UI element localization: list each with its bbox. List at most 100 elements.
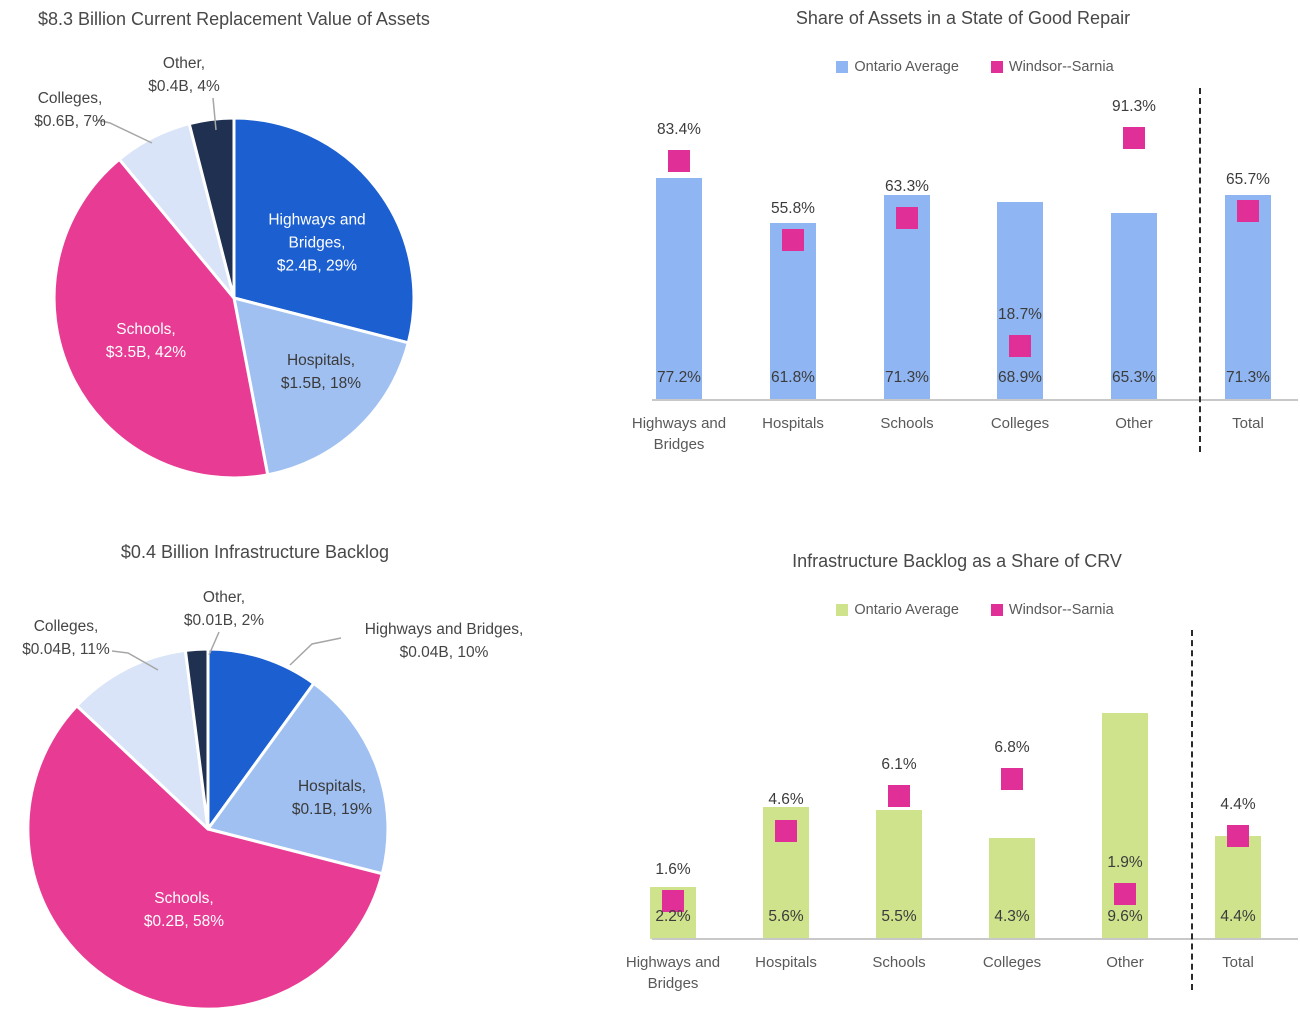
windsor-value-label: 83.4% bbox=[657, 121, 701, 138]
windsor-value-label: 4.6% bbox=[768, 791, 804, 808]
windsor-sarnia-marker bbox=[775, 820, 797, 842]
windsor-value-label: 4.4% bbox=[1220, 796, 1256, 813]
windsor-value-label: 1.6% bbox=[655, 861, 691, 878]
pie-slice-colleges bbox=[75, 648, 210, 831]
bar-schools bbox=[884, 195, 930, 400]
ontario-value-label: 5.5% bbox=[881, 908, 917, 925]
ontario-value-label: 4.4% bbox=[1220, 908, 1256, 925]
pie-slice-highways-and-bridges bbox=[206, 647, 316, 831]
pie-slice-label-other: Other, $0.01B, 2% bbox=[183, 589, 265, 629]
pie-slice-label-schools: Schools, $3.5B, 42% bbox=[105, 321, 187, 361]
pie-slice-label-other: Other, $0.4B, 4% bbox=[148, 55, 220, 95]
windsor-value-label: 6.1% bbox=[881, 756, 917, 773]
category-label: Total bbox=[1222, 954, 1254, 971]
windsor-sarnia-marker bbox=[1227, 825, 1249, 847]
windsor-sarnia-swatch-icon bbox=[990, 61, 1003, 73]
windsor-value-label: 6.8% bbox=[994, 739, 1030, 756]
bar-total bbox=[1225, 195, 1271, 400]
pie-slice-highways-and-bridges bbox=[232, 116, 416, 345]
pie-slice-label-hospitals: Hospitals, $0.1B, 19% bbox=[291, 778, 373, 818]
chart-bars-backlog-crv: Infrastructure Backlog as a Share of CRV… bbox=[626, 512, 1300, 1024]
x-axis-line bbox=[652, 938, 1298, 940]
windsor-sarnia-marker bbox=[888, 785, 910, 807]
ontario-value-label: 71.3% bbox=[885, 369, 929, 386]
category-label: Schools bbox=[872, 954, 926, 971]
ontario-average-swatch-icon bbox=[836, 61, 849, 73]
pie-slice-label-colleges: Colleges, $0.04B, 11% bbox=[22, 618, 110, 658]
leader-line bbox=[289, 637, 342, 666]
legend-item-windsor-sarnia: Windsor--Sarnia bbox=[990, 59, 1114, 75]
legend-item-windsor-sarnia: Windsor--Sarnia bbox=[990, 602, 1114, 618]
bar-other bbox=[1102, 713, 1148, 939]
category-label: Schools bbox=[880, 415, 934, 432]
category-label: Total bbox=[1232, 415, 1264, 432]
windsor-sarnia-marker bbox=[1123, 127, 1145, 149]
windsor-value-label: 18.7% bbox=[998, 306, 1042, 323]
bar-colleges bbox=[989, 838, 1035, 939]
leader-line bbox=[208, 631, 220, 656]
ontario-average-swatch-icon bbox=[836, 604, 849, 616]
legend-label: Ontario Average bbox=[854, 59, 959, 75]
ontario-value-label: 71.3% bbox=[1226, 369, 1270, 386]
ontario-value-label: 65.3% bbox=[1112, 369, 1156, 386]
windsor-sarnia-swatch-icon bbox=[990, 604, 1003, 616]
pie-slice-label-colleges: Colleges, $0.6B, 7% bbox=[34, 90, 106, 130]
windsor-sarnia-marker bbox=[896, 207, 918, 229]
pie-slice-hospitals bbox=[206, 681, 390, 876]
windsor-value-label: 1.9% bbox=[1107, 854, 1143, 871]
category-label: Colleges bbox=[990, 415, 1050, 432]
ontario-value-label: 61.8% bbox=[771, 369, 815, 386]
ontario-value-label: 4.3% bbox=[994, 908, 1030, 925]
backlog-pie-svg bbox=[26, 631, 390, 1011]
legend-item-ontario-average: Ontario Average bbox=[836, 59, 959, 75]
category-label: Other bbox=[1115, 415, 1153, 432]
ontario-value-label: 5.6% bbox=[768, 908, 804, 925]
pie-slice-other bbox=[187, 116, 236, 300]
ontario-value-label: 68.9% bbox=[998, 369, 1042, 386]
total-separator-dashed-line bbox=[1191, 630, 1193, 990]
legend-label: Windsor--Sarnia bbox=[1008, 59, 1114, 75]
legend-item-ontario-average: Ontario Average bbox=[836, 602, 959, 618]
bar-hospitals bbox=[770, 223, 816, 400]
chart-pie-backlog: $0.4 Billion Infrastructure Backlog High… bbox=[0, 512, 650, 1024]
windsor-value-label: 63.3% bbox=[885, 178, 929, 195]
pie-slice-label-highways: Highways and Bridges, $2.4B, 29% bbox=[268, 211, 366, 275]
windsor-sarnia-marker bbox=[1114, 883, 1136, 905]
ontario-value-label: 77.2% bbox=[657, 369, 701, 386]
pie-slice-label-highways: Highways and Bridges, $0.04B, 10% bbox=[364, 621, 524, 661]
legend: Ontario Average Windsor--Sarnia bbox=[650, 602, 1300, 618]
chart-title: Share of Assets in a State of Good Repai… bbox=[795, 8, 1131, 28]
pie-slice-label-schools: Schools, $0.2B, 58% bbox=[143, 890, 225, 930]
total-separator-dashed-line bbox=[1199, 88, 1201, 452]
windsor-sarnia-marker bbox=[1001, 768, 1023, 790]
chart-bars-good-repair: Share of Assets in a State of Good Repai… bbox=[632, 0, 1300, 512]
x-axis-line bbox=[652, 399, 1298, 401]
chart-title: Infrastructure Backlog as a Share of CRV bbox=[792, 551, 1122, 571]
windsor-sarnia-marker bbox=[1009, 335, 1031, 357]
pie-slice-schools bbox=[26, 704, 384, 1011]
bar-highways-and-bridges bbox=[656, 178, 702, 400]
legend-label: Ontario Average bbox=[854, 602, 959, 618]
windsor-sarnia-marker bbox=[1237, 200, 1259, 222]
windsor-value-label: 55.8% bbox=[771, 200, 815, 217]
leader-line bbox=[111, 650, 159, 671]
pie-slice-label-hospitals: Hospitals, $1.5B, 18% bbox=[280, 352, 362, 392]
pie-slice-other bbox=[183, 647, 210, 831]
bar-schools bbox=[876, 810, 922, 939]
bar-other bbox=[1111, 213, 1157, 400]
bar-colleges bbox=[997, 202, 1043, 400]
legend-label: Windsor--Sarnia bbox=[1008, 602, 1114, 618]
category-label: Colleges bbox=[982, 954, 1042, 971]
leader-line bbox=[96, 119, 153, 144]
windsor-value-label: 91.3% bbox=[1112, 98, 1156, 115]
windsor-sarnia-marker bbox=[662, 890, 684, 912]
category-label: Highways and Bridges bbox=[625, 954, 721, 992]
category-label: Highways and Bridges bbox=[631, 415, 727, 453]
ontario-value-label: 2.2% bbox=[655, 908, 691, 925]
chart-title: $0.4 Billion Infrastructure Backlog bbox=[120, 542, 390, 562]
chart-title: $8.3 Billion Current Replacement Value o… bbox=[38, 9, 430, 29]
ontario-value-label: 9.6% bbox=[1107, 908, 1143, 925]
bar-total bbox=[1215, 836, 1261, 939]
chart-pie-crv: $8.3 Billion Current Replacement Value o… bbox=[0, 0, 650, 512]
